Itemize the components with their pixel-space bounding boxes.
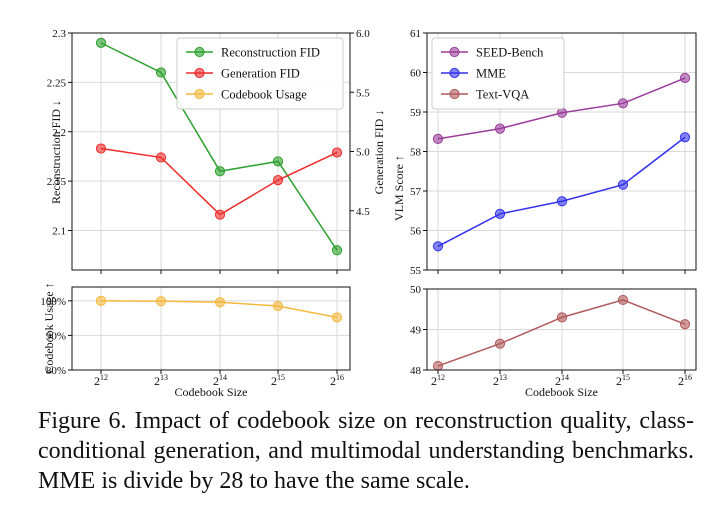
left-legend-box — [176, 37, 344, 110]
left_bottom-xtick-label-1: 213 — [154, 373, 168, 388]
left_bottom-series-0-point-4 — [331, 312, 343, 323]
left_top-series-0-point-0 — [95, 37, 107, 48]
right_bottom-xtick-label-1: 213 — [493, 373, 507, 388]
left_bottom-xtick-label-3: 215 — [271, 373, 285, 388]
right_top-ytick-label-6: 61 — [410, 28, 421, 40]
right_bottom-xtick-label-4: 216 — [678, 373, 692, 388]
left_top-series-0-point-2 — [214, 166, 226, 177]
right_top-ytick-label-3: 58 — [410, 147, 422, 159]
left_top-ytick-label-3: 2.25 — [47, 77, 67, 89]
right_top-ytick-label-0: 55 — [410, 265, 422, 277]
left-top-ylabel: Reconstruction FID ↓ — [49, 100, 63, 204]
left_top-series-1-point-0 — [95, 143, 107, 154]
right_top-series-1-point-3 — [617, 179, 629, 190]
right_bottom-ytick-label-0: 48 — [410, 365, 422, 377]
left_top-series-1-point-2 — [214, 209, 226, 220]
right_top-series-0-point-1 — [494, 123, 506, 134]
left_bottom-frame — [71, 286, 351, 371]
right_bottom-xlabel: Codebook Size — [525, 385, 598, 399]
left_top-series-1-point-1 — [155, 152, 167, 163]
left_top-ytick-right-label-0: 4.5 — [356, 206, 370, 218]
left_bottom-xtick-label-2: 214 — [213, 373, 227, 388]
left-legend-entry-0: Reconstruction FID — [221, 46, 320, 60]
right_bottom-xtick-label-0: 212 — [431, 373, 445, 388]
left_top-series-1-point-4 — [331, 147, 343, 158]
right_bottom-xtick-label-2: 214 — [555, 373, 569, 388]
right_bottom-ytick-label-2: 50 — [410, 284, 422, 296]
left-bottom-ylabel: Codebook Usage ↑ — [42, 282, 56, 373]
left_top-ytick-label-4: 2.3 — [52, 28, 66, 40]
right-legend-box — [431, 37, 565, 110]
left_bottom-ytick-label-1: 90% — [46, 330, 66, 342]
left_bottom-xlabel: Codebook Size — [175, 385, 248, 399]
right_top-ytick-label-1: 56 — [410, 226, 422, 238]
left_bottom-ytick-label-0: 80% — [46, 365, 66, 377]
right_top-series-1-point-0 — [432, 241, 444, 252]
left_bottom-series-0-point-1 — [155, 296, 167, 307]
left_top-series-0-point-1 — [155, 67, 167, 78]
left_top-frame — [71, 32, 351, 271]
right_bottom-series-0-point-1 — [494, 338, 506, 349]
left_bottom-ytick-label-2: 100% — [40, 296, 66, 308]
right_top-series-1-point-1 — [494, 208, 506, 220]
right-top-ylabel: VLM Score ↑ — [392, 155, 406, 221]
left-top-ylabel-right: Generation FID ↓ — [372, 110, 386, 195]
right_top-ytick-label-4: 59 — [410, 107, 422, 119]
right-legend-swatch-marker-2 — [449, 88, 460, 100]
right-legend-swatch-marker-0 — [449, 46, 460, 58]
left-legend-swatch-marker-1 — [194, 67, 205, 79]
right_top-series-1-point-2 — [556, 196, 568, 207]
left_top-ytick-label-1: 2.15 — [47, 176, 67, 188]
right-legend-entry-2: Text-VQA — [476, 88, 529, 102]
left-legend-swatch-marker-0 — [194, 46, 205, 58]
right_top-series-1-point-4 — [679, 132, 691, 143]
right_top-series-0-point-0 — [432, 133, 444, 144]
right_top-series-0-point-3 — [617, 98, 629, 109]
right_top-ytick-label-2: 57 — [410, 186, 422, 198]
left_top-series-0-point-4 — [331, 245, 343, 256]
left_bottom-xtick-label-0: 212 — [94, 373, 108, 388]
left_top-series-1-point-3 — [272, 175, 284, 186]
right-legend-entry-0: SEED-Bench — [476, 46, 544, 60]
right-legend-swatch-marker-1 — [449, 67, 460, 79]
right_top-ytick-label-5: 60 — [410, 68, 422, 80]
right_bottom-xtick-label-3: 215 — [616, 373, 630, 388]
left_top-series-0-point-3 — [272, 156, 284, 167]
figure-6: 2.1 2.15 2.2 2.25 2.3 4.5 5.0 5.5 6.0 Reconstruct… — [40, 28, 697, 399]
left_top-ytick-label-0: 2.1 — [52, 226, 66, 238]
right_bottom-frame — [426, 288, 697, 371]
left_bottom-series-0-point-0 — [95, 295, 107, 306]
right_top-series-0-point-4 — [679, 72, 691, 84]
figure-caption: Figure 6. Impact of codebook size on rec… — [38, 408, 694, 494]
left-legend-entry-2: Codebook Usage — [221, 88, 307, 102]
left-legend-swatch-marker-2 — [194, 88, 205, 100]
right_top-frame — [426, 32, 697, 271]
right-legend-entry-1: MME — [476, 67, 506, 81]
right_bottom-series-0-point-3 — [617, 294, 629, 306]
right_bottom-series-0-point-2 — [556, 312, 568, 323]
left_bottom-series-0-point-2 — [214, 297, 226, 308]
right_bottom-series-0-point-4 — [679, 319, 691, 330]
left_top-ytick-right-label-1: 5.0 — [356, 147, 370, 159]
right_bottom-series-0-point-0 — [432, 360, 444, 372]
left_top-ytick-label-2: 2.2 — [52, 127, 66, 139]
left_top-ytick-right-label-3: 6.0 — [356, 28, 370, 40]
right_top-series-0-point-2 — [556, 107, 568, 118]
left_bottom-series-0-point-3 — [272, 300, 284, 312]
left-legend-entry-1: Generation FID — [221, 67, 300, 81]
right_bottom-ytick-label-1: 49 — [410, 325, 422, 337]
left_bottom-xtick-label-4: 216 — [330, 373, 344, 388]
left_top-ytick-right-label-2: 5.5 — [356, 87, 370, 99]
